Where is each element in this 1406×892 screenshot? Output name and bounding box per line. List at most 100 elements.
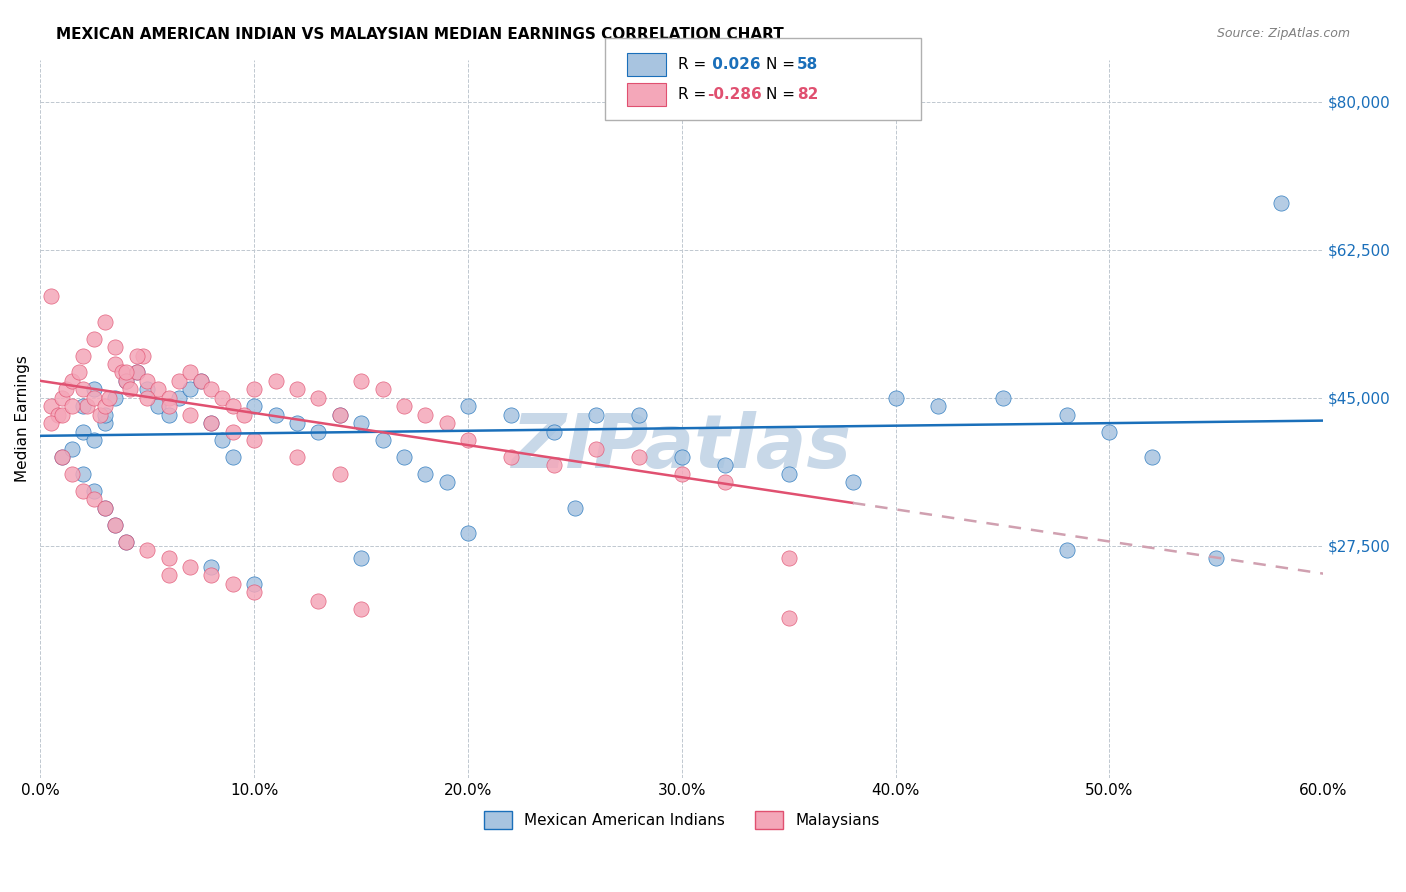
Legend: Mexican American Indians, Malaysians: Mexican American Indians, Malaysians — [478, 805, 886, 835]
Point — [499, 450, 522, 464]
Point — [884, 391, 907, 405]
Point — [285, 382, 308, 396]
Point — [264, 374, 287, 388]
Point — [991, 391, 1014, 405]
Point — [350, 602, 373, 616]
Point — [671, 450, 693, 464]
Point — [211, 433, 233, 447]
Point — [222, 450, 245, 464]
Point — [1056, 543, 1078, 558]
Point — [136, 391, 159, 405]
Text: R =: R = — [678, 57, 711, 71]
Text: ZIPatlas: ZIPatlas — [512, 411, 852, 484]
Point — [125, 349, 148, 363]
Point — [115, 366, 138, 380]
Point — [778, 467, 800, 481]
Point — [243, 433, 266, 447]
Point — [93, 500, 115, 515]
Point — [179, 408, 201, 422]
Point — [285, 450, 308, 464]
Point — [778, 551, 800, 566]
Point — [93, 408, 115, 422]
Point — [436, 416, 458, 430]
Point — [307, 593, 329, 607]
Point — [350, 551, 373, 566]
Point — [307, 425, 329, 439]
Point — [55, 382, 77, 396]
Point — [120, 382, 142, 396]
Point — [457, 526, 479, 541]
Point — [76, 399, 98, 413]
Point — [93, 399, 115, 413]
Point — [628, 450, 651, 464]
Point — [713, 475, 735, 490]
Point — [169, 374, 191, 388]
Point — [146, 399, 169, 413]
Point — [72, 349, 94, 363]
Point — [371, 433, 394, 447]
Point — [83, 391, 105, 405]
Point — [83, 483, 105, 498]
Point — [457, 399, 479, 413]
Point — [179, 382, 201, 396]
Text: Source: ZipAtlas.com: Source: ZipAtlas.com — [1216, 27, 1350, 40]
Point — [713, 458, 735, 473]
Point — [457, 433, 479, 447]
Point — [200, 416, 222, 430]
Point — [62, 399, 84, 413]
Point — [157, 551, 180, 566]
Point — [104, 391, 127, 405]
Point — [222, 425, 245, 439]
Point — [104, 517, 127, 532]
Text: MEXICAN AMERICAN INDIAN VS MALAYSIAN MEDIAN EARNINGS CORRELATION CHART: MEXICAN AMERICAN INDIAN VS MALAYSIAN MED… — [56, 27, 785, 42]
Text: N =: N = — [766, 57, 800, 71]
Point — [169, 391, 191, 405]
Point — [392, 399, 415, 413]
Point — [1270, 196, 1292, 211]
Point — [72, 483, 94, 498]
Point — [671, 467, 693, 481]
Point — [39, 416, 62, 430]
Text: -0.286: -0.286 — [707, 87, 762, 102]
Point — [67, 366, 90, 380]
Point — [413, 467, 436, 481]
Text: R =: R = — [678, 87, 711, 102]
Point — [243, 576, 266, 591]
Point — [243, 399, 266, 413]
Point — [115, 534, 138, 549]
Point — [93, 315, 115, 329]
Text: N =: N = — [766, 87, 800, 102]
Point — [778, 610, 800, 624]
Point — [83, 433, 105, 447]
Point — [1098, 425, 1121, 439]
Point — [83, 492, 105, 507]
Point — [93, 500, 115, 515]
Point — [232, 408, 254, 422]
Point — [111, 366, 134, 380]
Point — [1142, 450, 1164, 464]
Point — [350, 374, 373, 388]
Point — [329, 408, 352, 422]
Point — [179, 559, 201, 574]
Point — [200, 382, 222, 396]
Point — [132, 349, 155, 363]
Point — [136, 543, 159, 558]
Point — [543, 425, 565, 439]
Point — [413, 408, 436, 422]
Point — [371, 382, 394, 396]
Point — [1056, 408, 1078, 422]
Point — [628, 408, 651, 422]
Point — [179, 366, 201, 380]
Point — [115, 374, 138, 388]
Point — [264, 408, 287, 422]
Point — [39, 399, 62, 413]
Point — [104, 357, 127, 371]
Point — [329, 408, 352, 422]
Point — [136, 382, 159, 396]
Point — [222, 576, 245, 591]
Point — [190, 374, 212, 388]
Text: 0.026: 0.026 — [707, 57, 761, 71]
Point — [392, 450, 415, 464]
Text: 82: 82 — [797, 87, 818, 102]
Text: 58: 58 — [797, 57, 818, 71]
